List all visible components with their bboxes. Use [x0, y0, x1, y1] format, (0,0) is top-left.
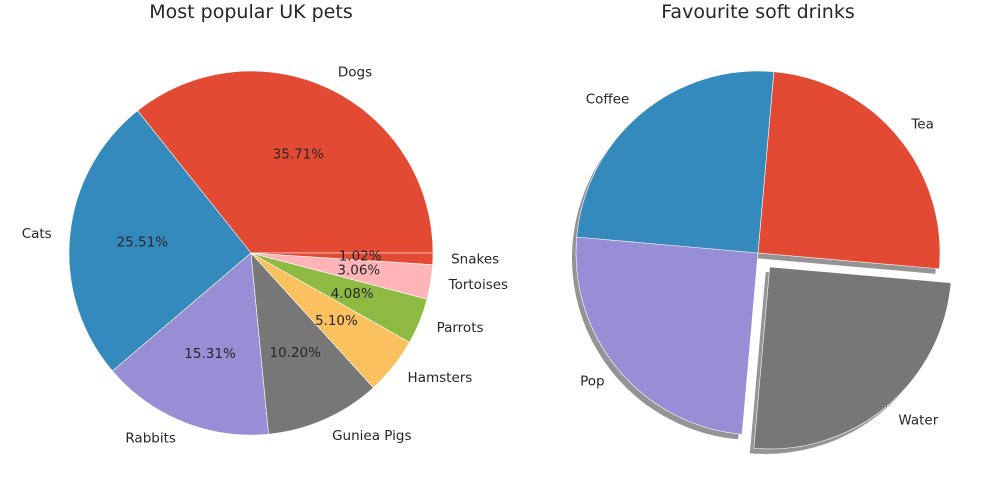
pie-slice-cats [68, 110, 252, 372]
slice-label-hamsters: Hamsters [408, 370, 473, 386]
pie-slice-water [753, 266, 952, 450]
pie-slice-coffee [576, 70, 775, 254]
slice-percent-dogs: 35.71% [273, 147, 325, 163]
slice-label-tea: Tea [910, 116, 934, 132]
slice-percent-cats: 25.51% [117, 235, 169, 251]
slice-percent-hamsters: 5.10% [315, 313, 358, 329]
drinks-pie-chart: Favourite soft drinks Tea Coffee Pop Water [572, 1, 952, 454]
slice-percent-guniea-pigs: 10.20% [269, 345, 321, 361]
pie-slice-rabbits [112, 252, 269, 436]
slice-label-parrots: Parrots [437, 320, 484, 336]
pie-slice-dogs [137, 70, 434, 254]
slice-label-cats: Cats [22, 226, 52, 242]
slice-label-rabbits: Rabbits [125, 431, 176, 447]
pie-slice-guniea-pigs [250, 252, 374, 435]
slice-label-pop: Pop [580, 374, 605, 390]
pie-slice-snakes [250, 252, 434, 265]
slice-label-guniea-pigs: Guniea Pigs [332, 428, 411, 444]
slice-percent-tortoises: 3.06% [337, 262, 380, 278]
slice-label-snakes: Snakes [451, 251, 499, 267]
slice-label-dogs: Dogs [338, 65, 372, 81]
slice-label-coffee: Coffee [586, 92, 630, 108]
slice-percent-parrots: 4.08% [331, 286, 374, 302]
pets-chart-title: Most popular UK pets [149, 1, 352, 23]
drinks-chart-title: Favourite soft drinks [661, 1, 854, 23]
slice-percent-snakes: 1.02% [339, 248, 382, 264]
slice-percent-rabbits: 15.31% [184, 346, 236, 362]
slice-label-tortoises: Tortoises [448, 277, 508, 293]
pets-pie-chart: Most popular UK pets Dogs 35.71% Cats 25.51… [22, 1, 508, 447]
pie-slice-pop [575, 236, 759, 435]
pie-slice-tea [757, 71, 941, 270]
slice-label-water: Water [898, 412, 938, 428]
